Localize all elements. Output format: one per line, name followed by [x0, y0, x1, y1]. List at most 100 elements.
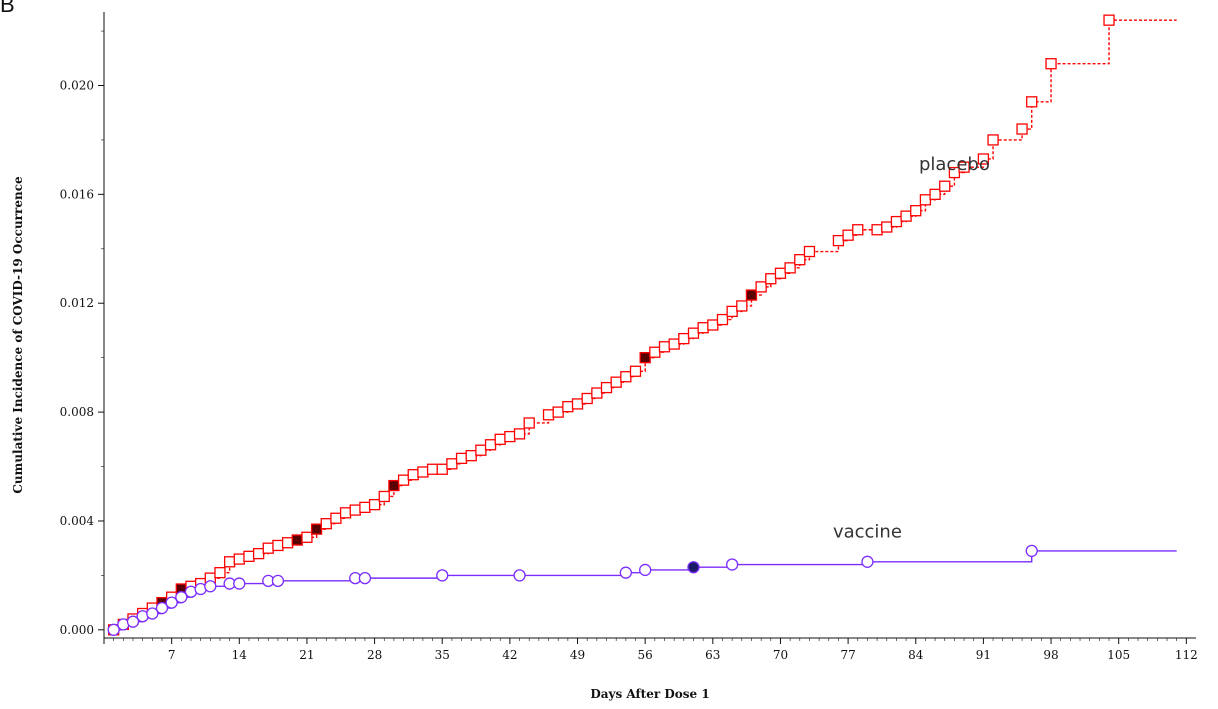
data-point-placebo [600, 381, 613, 394]
data-point-placebo [504, 430, 516, 443]
data-point-placebo [397, 474, 410, 486]
data-point-placebo [784, 262, 796, 274]
data-point-vaccine [861, 555, 874, 568]
y-tick-label: 0.008 [60, 405, 94, 419]
y-axis-title: Cumulative Incidence of COVID-19 Occurre… [11, 176, 25, 494]
data-point-vaccine [165, 596, 178, 609]
data-point-placebo [301, 531, 313, 543]
data-point-placebo [1045, 58, 1057, 70]
data-point-vaccine [107, 623, 120, 636]
data-point-placebo [291, 534, 303, 546]
data-point-vaccine [1025, 544, 1038, 558]
data-point-placebo [494, 433, 506, 445]
data-point-placebo [697, 322, 709, 334]
data-point-placebo [252, 547, 265, 560]
data-point-placebo [272, 539, 284, 552]
data-point-placebo [832, 234, 845, 247]
data-point-placebo [436, 463, 448, 475]
data-point-placebo [368, 498, 381, 511]
data-point-placebo [890, 215, 903, 228]
data-point-placebo [658, 341, 671, 353]
data-point-placebo [359, 501, 371, 514]
x-tick-label: 105 [1107, 648, 1130, 662]
data-point-placebo [910, 205, 922, 217]
data-point-placebo [426, 463, 439, 475]
data-point-placebo [939, 180, 951, 192]
data-point-placebo [687, 327, 700, 339]
data-point-placebo [542, 409, 555, 421]
x-tick-label: 98 [1043, 648, 1058, 662]
data-point-placebo [378, 490, 390, 503]
data-point-placebo [707, 319, 719, 331]
axes: 7 14 21 28 35 42 49 56 63 70 77 84 91 98 105 112 0.000 0.… [60, 12, 1198, 662]
data-point-placebo [794, 254, 806, 266]
data-point-placebo [591, 387, 603, 399]
data-point-vaccine [436, 569, 449, 582]
data-point-vaccine [619, 566, 632, 579]
data-point-placebo [407, 469, 419, 481]
data-point-placebo [629, 365, 642, 377]
data-point-placebo [958, 161, 970, 173]
data-point-vaccine [126, 615, 140, 628]
data-point-placebo [552, 406, 564, 418]
data-point-placebo [900, 210, 912, 222]
data-point-vaccine [687, 561, 700, 574]
data-point-vaccine [725, 558, 739, 571]
data-point-placebo [214, 567, 226, 579]
data-point-placebo [320, 518, 332, 530]
data-point-placebo [649, 346, 661, 358]
data-point-vaccine [358, 571, 372, 585]
data-point-placebo [388, 479, 400, 492]
data-point-placebo [233, 553, 245, 565]
data-point-vaccine [155, 601, 169, 615]
x-tick-label: 77 [840, 648, 855, 662]
x-tick-label: 21 [299, 648, 314, 662]
series-label-placebo: placebo [919, 154, 990, 175]
data-point-placebo [745, 289, 758, 301]
x-tick-label: 7 [168, 648, 176, 662]
data-point-placebo [803, 245, 816, 258]
data-point-placebo [523, 417, 535, 429]
data-point-placebo [417, 466, 429, 478]
data-point-placebo [639, 352, 651, 364]
data-point-placebo [562, 401, 574, 413]
x-tick-label: 28 [367, 648, 382, 662]
series-line-placebo [113, 19, 1177, 631]
series-label-vaccine: vaccine [833, 521, 902, 542]
series-vaccine [107, 544, 1177, 636]
data-point-placebo [330, 512, 342, 524]
data-point-vaccine [175, 591, 188, 604]
y-tick-label: 0.012 [60, 296, 94, 310]
series-line-vaccine [113, 550, 1177, 631]
data-point-placebo [716, 313, 729, 326]
data-point-placebo [1103, 14, 1115, 26]
data-point-placebo [475, 444, 487, 456]
data-point-placebo [610, 376, 622, 388]
data-point-placebo [842, 229, 854, 241]
data-point-placebo [571, 398, 584, 410]
data-point-placebo [349, 504, 361, 516]
data-point-placebo [581, 392, 593, 405]
x-tick-label: 84 [908, 648, 924, 662]
data-point-vaccine [513, 569, 526, 582]
data-point-placebo [852, 224, 864, 236]
panel-label: B [0, 0, 15, 17]
x-axis-title: Days After Dose 1 [590, 687, 709, 701]
x-tick-label: 112 [1175, 648, 1198, 662]
data-point-placebo [513, 428, 526, 440]
data-point-placebo [1016, 123, 1028, 135]
x-tick-label: 14 [232, 648, 248, 662]
x-tick-label: 35 [435, 648, 450, 662]
data-point-placebo [726, 305, 738, 318]
data-point-placebo [755, 281, 767, 293]
x-tick-label: 49 [570, 648, 585, 662]
data-point-placebo [919, 194, 932, 206]
data-point-placebo [446, 458, 458, 470]
data-point-placebo [465, 449, 477, 462]
data-point-placebo [977, 153, 990, 165]
series-placebo [108, 14, 1177, 636]
data-point-placebo [310, 523, 323, 535]
data-point-placebo [774, 267, 787, 279]
data-point-placebo [678, 332, 690, 345]
